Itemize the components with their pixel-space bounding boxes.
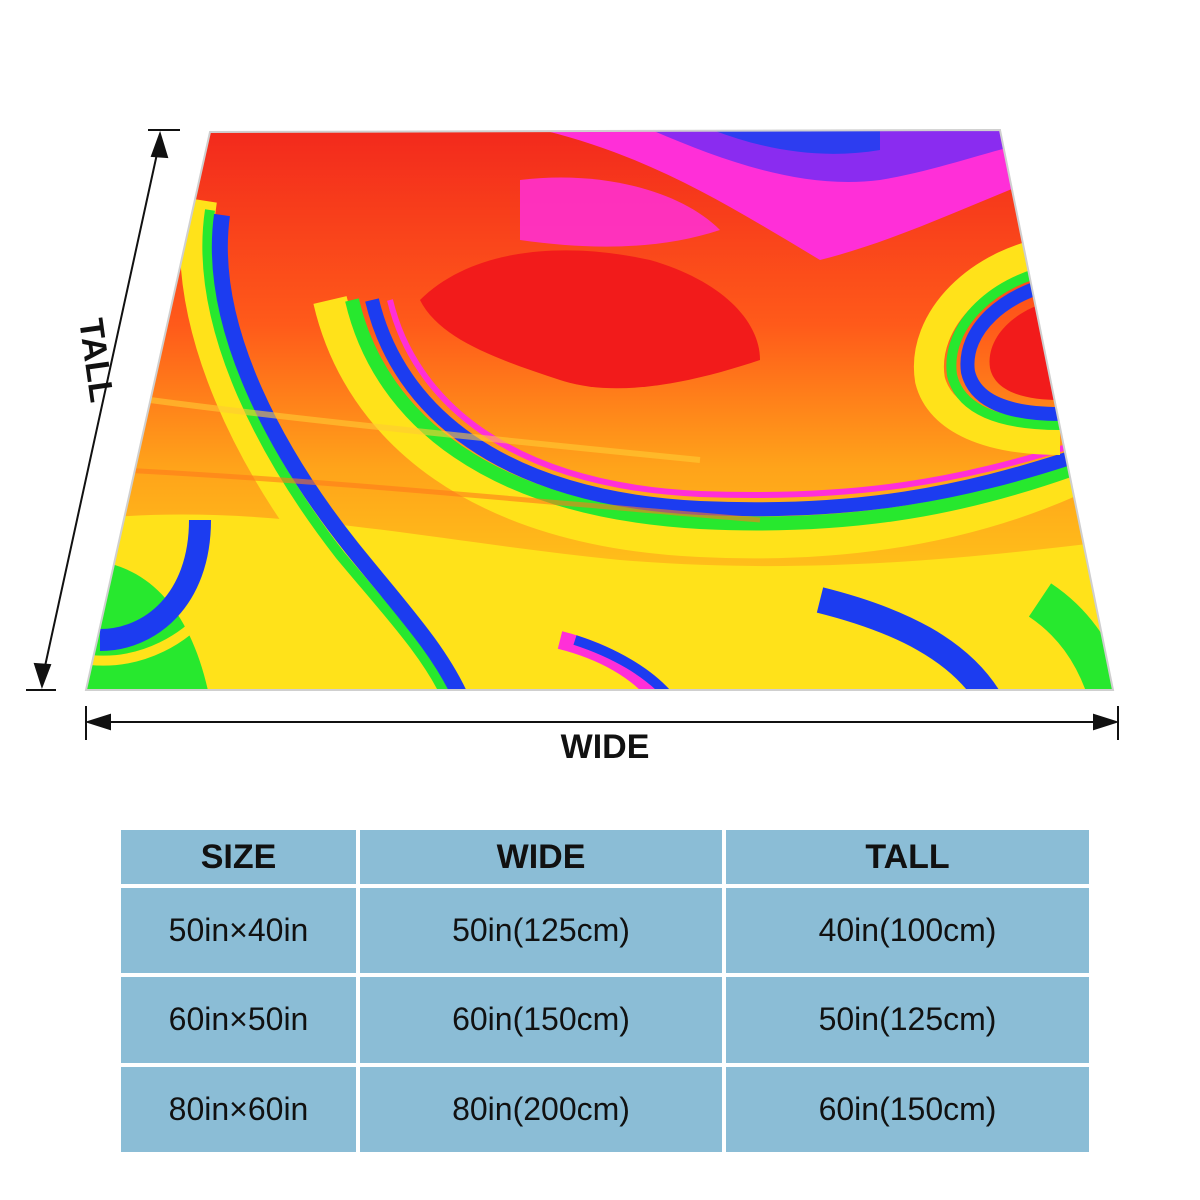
table-row: 80in×60in 80in(200cm) 60in(150cm)	[121, 1066, 1089, 1152]
wide-dimension-arrow	[84, 706, 1120, 740]
tall-dimension-arrow	[26, 129, 180, 691]
table-header-row: SIZE WIDE TALL	[121, 830, 1089, 884]
header-tall: TALL	[726, 830, 1089, 884]
tall-label: TALL	[71, 316, 120, 405]
header-wide: WIDE	[360, 830, 722, 884]
tall-cell: 50in(125cm)	[726, 977, 1089, 1063]
wide-cell: 50in(125cm)	[360, 888, 722, 974]
table-row: 60in×50in 60in(150cm) 50in(125cm)	[121, 977, 1089, 1063]
size-cell: 50in×40in	[121, 888, 356, 974]
tall-cell: 40in(100cm)	[726, 888, 1089, 974]
tall-cell: 60in(150cm)	[726, 1066, 1089, 1152]
header-size: SIZE	[121, 830, 356, 884]
table-row: 50in×40in 50in(125cm) 40in(100cm)	[121, 888, 1089, 974]
blanket-edge	[84, 128, 1115, 691]
blanket-figure: TALL WIDE	[26, 128, 1120, 766]
size-table: SIZE WIDE TALL 50in×40in 50in(125cm) 40i…	[117, 826, 1093, 1156]
wide-label: WIDE	[561, 728, 650, 766]
size-cell: 60in×50in	[121, 977, 356, 1063]
blanket-image	[86, 130, 1113, 690]
wide-cell: 60in(150cm)	[360, 977, 722, 1063]
size-cell: 80in×60in	[121, 1066, 356, 1152]
wide-cell: 80in(200cm)	[360, 1066, 722, 1152]
